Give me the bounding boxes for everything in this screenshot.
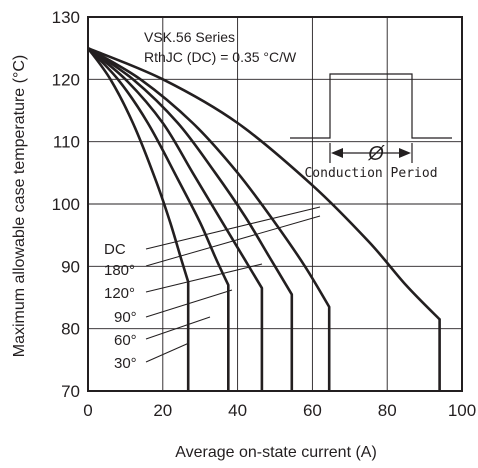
series-line-180 [87,47,331,391]
series-label-30: 30° [114,355,137,372]
series-leaders [145,206,321,363]
series-line-90 [87,47,264,391]
series-labels: DC 180° 120° 90° 60° 30° [104,241,137,372]
series-line-30 [86,47,190,391]
y-axis-label: Maximum allowable case temperature (°C) [11,55,28,358]
series-label-dc: DC [104,241,126,258]
conduction-waveform [290,73,452,139]
series-line-60 [87,47,230,391]
x-tick-label: 80 [378,401,397,420]
y-tick-label: 100 [52,195,80,214]
arrow-head-left [331,148,343,158]
series-line-120 [87,47,294,391]
y-tick-label: 120 [52,70,80,89]
y-tick-label: 70 [61,382,80,401]
tick-labels: 0 20 40 60 80 100 70 80 90 100 110 120 130 [52,8,477,420]
x-tick-label: 100 [448,401,476,420]
conduction-period-inset: Ø Conduction Period [290,73,452,181]
thermal-resistance-note: RthJC (DC) = 0.35 °C/W [144,49,297,65]
arrow-head-right [399,148,411,158]
leader-90 [145,289,233,318]
leader-30 [145,342,190,363]
y-tick-label: 90 [61,257,80,276]
y-tick-label: 110 [53,133,80,152]
x-tick-label: 0 [83,401,92,420]
leader-180 [145,215,321,267]
series-label-180: 180° [104,262,135,279]
series-note: VSK.56 Series [144,29,235,45]
y-tick-label: 130 [52,8,80,27]
leader-60 [145,316,211,340]
series-label-120: 120° [104,285,135,302]
x-tick-label: 20 [153,401,172,420]
x-axis-label: Average on-state current (A) [175,444,377,461]
series-label-90: 90° [114,309,137,326]
x-tick-label: 40 [228,401,247,420]
grid [88,17,462,391]
leader-dc [145,206,321,250]
y-tick-label: 80 [61,320,80,339]
x-tick-label: 60 [303,401,322,420]
conduction-period-label: Conduction Period [304,166,437,181]
series-lines [86,46,441,391]
plot-frame [87,16,463,392]
leader-120 [145,263,263,293]
series-line-dc [87,46,441,391]
series-label-60: 60° [114,332,137,349]
phase-symbol: Ø [367,143,385,165]
